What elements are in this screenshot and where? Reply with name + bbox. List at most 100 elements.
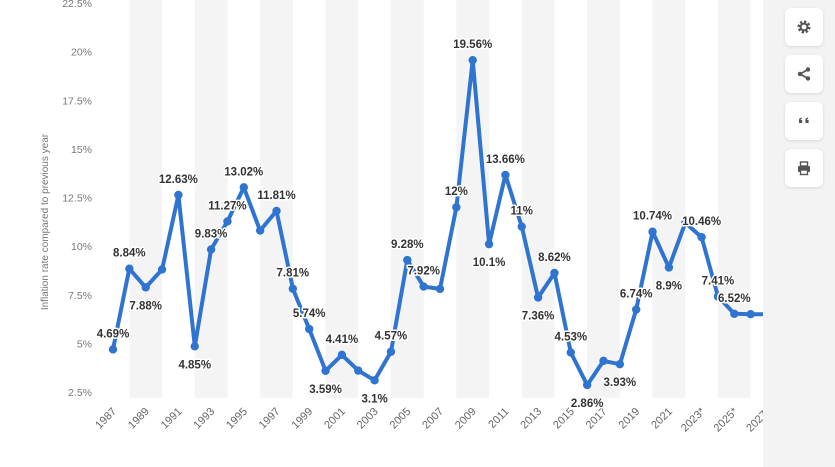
data-point[interactable] [125,264,134,273]
data-label: 6.74% [620,289,653,301]
share-icon [797,67,811,81]
data-point[interactable] [681,218,690,227]
y-tick-label: 20% [71,47,92,59]
data-point[interactable] [566,348,575,357]
data-point[interactable] [321,366,330,375]
printer-icon [798,161,810,176]
x-tick-label: 2001 [322,406,348,432]
y-tick-label: 22.5% [62,0,92,10]
data-point[interactable] [468,55,477,65]
data-point[interactable] [354,366,363,375]
data-label: 12.63% [159,174,198,186]
data-point[interactable] [697,232,706,242]
data-point[interactable] [484,239,494,249]
data-point[interactable] [615,359,625,369]
y-tick-label: 5% [77,338,92,350]
cite-button[interactable] [785,102,823,140]
data-label: 3.93% [604,377,637,389]
data-point[interactable] [223,217,232,226]
grid-band [587,0,620,398]
data-point[interactable] [239,183,248,192]
y-tick-label: 10% [71,241,92,253]
data-label: 11.81% [257,190,295,202]
data-labels: 4.69% 8.84% 7.88% 12.63% 4.85% 9.83% 11.27% 13.… [95,38,752,412]
quote-icon [799,117,809,123]
gear-icon [797,20,811,34]
settings-button[interactable] [785,8,823,46]
x-tick-label: 2011 [486,406,511,431]
chart-toolbar [763,0,835,467]
data-point[interactable] [452,203,461,212]
data-point[interactable] [501,170,510,180]
y-tick-label: 7.5% [68,290,92,302]
data-label: 9.28% [391,239,424,251]
share-button[interactable] [785,55,823,93]
grid-band [260,0,293,398]
grid-band [521,0,555,398]
data-label: 7.92% [407,266,440,278]
x-tick-label: 1991 [159,406,185,432]
y-axis-ticks: 2.5% 5% 7.5% 10% 12.5% 15% 17.5% 20% 22.5% [62,0,92,399]
grid-band [194,0,228,398]
data-point[interactable] [664,263,674,272]
print-button[interactable] [785,149,823,187]
data-label: 4.85% [178,359,211,371]
data-label: 13.66% [486,154,525,166]
data-label: 11.27% [208,200,246,212]
x-tick-label: 2013 [518,406,544,432]
data-label: 8.9% [656,281,682,293]
data-point[interactable] [599,356,608,366]
y-tick-label: 15% [71,144,92,156]
data-point[interactable] [108,345,118,354]
data-label: 7.36% [522,310,555,322]
data-point[interactable] [141,283,150,292]
data-point[interactable] [632,305,641,314]
data-point[interactable] [386,347,396,356]
x-tick-label: 1997 [257,406,283,432]
y-tick-label: 12.5% [62,193,92,205]
x-tick-label: 2005 [388,406,414,432]
x-tick-label: 1995 [224,406,250,432]
data-point[interactable] [533,293,543,302]
data-point[interactable] [403,255,412,265]
data-point[interactable] [419,282,428,291]
grid-band [129,0,163,398]
data-point[interactable] [337,350,347,360]
data-point[interactable] [582,380,592,390]
data-label: 4.69% [97,328,130,340]
data-label: 12% [445,186,468,198]
data-point[interactable] [288,284,298,293]
data-point[interactable] [550,268,559,278]
y-axis-title: Inflation rate compared to previous year [40,133,51,310]
data-point[interactable] [157,265,167,274]
x-tick-label: 2003 [355,406,381,432]
data-point[interactable] [435,284,445,294]
grid-band [652,0,686,398]
data-point[interactable] [746,310,755,319]
x-tick-label: 2007 [420,406,446,432]
data-point[interactable] [272,206,281,216]
data-point[interactable] [648,227,657,236]
data-point[interactable] [174,190,183,200]
data-point[interactable] [730,309,739,319]
data-label: 10.74% [633,211,672,223]
data-point[interactable] [305,324,314,334]
data-points [108,55,763,390]
grid-bands [129,0,751,398]
y-tick-label: 17.5% [62,95,92,107]
grid-band [717,0,751,398]
data-point[interactable] [713,292,723,301]
data-label: 9.83% [195,228,228,240]
x-tick-label: 1989 [126,406,152,432]
data-point[interactable] [190,342,199,351]
data-label: 8.62% [538,252,571,264]
data-point[interactable] [370,376,379,385]
data-point[interactable] [255,226,265,235]
data-point[interactable] [517,222,526,231]
inflation-line-chart: 2.5% 5% 7.5% 10% 12.5% 15% 17.5% 20% 22.5% 1987 1… [40,0,763,434]
data-point[interactable] [206,245,216,254]
data-label: 3.59% [309,384,342,396]
x-tick-label: 2009 [453,406,479,432]
x-tick-label: 2027* [744,405,763,434]
